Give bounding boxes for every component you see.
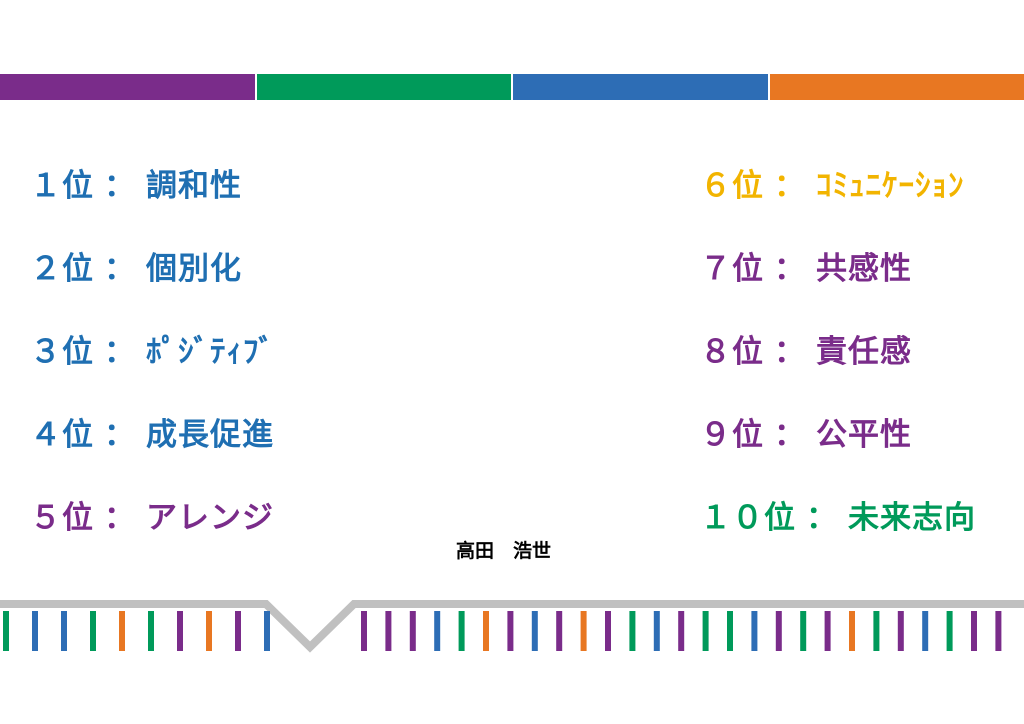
stripe-purple bbox=[409, 611, 416, 651]
rank-separator: ： bbox=[104, 417, 136, 453]
rank-number: ７位 bbox=[700, 251, 764, 287]
stripe-green bbox=[946, 611, 953, 651]
stripe-orange bbox=[483, 611, 489, 651]
stripe-green bbox=[702, 611, 709, 651]
top-color-bar bbox=[0, 74, 1024, 100]
rank-item-7: ７位 ： 共感性 bbox=[700, 249, 912, 289]
rank-item-6: ６位 ： ｺﾐｭﾆｹｰｼｮﾝ bbox=[700, 166, 965, 206]
stripe-blue bbox=[922, 611, 929, 651]
top-bar-purple-segment bbox=[0, 74, 255, 100]
top-bar-green-segment bbox=[256, 74, 511, 100]
stripe-purple bbox=[556, 611, 563, 651]
rank-number: １０位 bbox=[700, 500, 796, 536]
stripe-blue bbox=[653, 611, 660, 651]
rank-separator: ： bbox=[104, 500, 136, 536]
rank-name: 調和性 bbox=[146, 168, 242, 204]
top-bar-orange-segment bbox=[769, 74, 1024, 100]
rank-separator: ： bbox=[774, 251, 806, 287]
rank-separator: ： bbox=[104, 251, 136, 287]
rank-item-9: ９位 ： 公平性 bbox=[700, 415, 912, 455]
rank-separator: ： bbox=[774, 168, 806, 204]
rank-name: 公平性 bbox=[816, 417, 912, 453]
rank-item-10: １０位 ： 未来志向 bbox=[700, 498, 976, 538]
rank-item-4: ４位 ： 成長促進 bbox=[30, 415, 274, 455]
stripe-purple bbox=[897, 611, 904, 651]
rank-item-2: ２位 ： 個別化 bbox=[30, 249, 242, 289]
stripe-green bbox=[3, 611, 9, 651]
rank-item-8: ８位 ： 責任感 bbox=[700, 332, 912, 372]
rank-separator: ： bbox=[806, 500, 838, 536]
stripe-blue bbox=[751, 611, 758, 651]
stripe-purple bbox=[678, 611, 685, 651]
stripe-purple bbox=[235, 611, 241, 651]
rank-number: ３位 bbox=[30, 334, 94, 370]
rank-name: 成長促進 bbox=[146, 417, 274, 453]
rank-number: ８位 bbox=[700, 334, 764, 370]
rank-separator: ： bbox=[774, 334, 806, 370]
rank-name: 未来志向 bbox=[848, 500, 976, 536]
rank-item-5: ５位 ： アレンジ bbox=[30, 498, 274, 538]
rank-separator: ： bbox=[104, 168, 136, 204]
stripe-green bbox=[629, 611, 636, 651]
stripe-blue bbox=[434, 611, 441, 651]
top-bar-blue-segment bbox=[513, 74, 768, 100]
stripe-orange bbox=[849, 611, 855, 651]
stripe-purple bbox=[995, 611, 1002, 651]
stripe-blue bbox=[32, 611, 38, 651]
stripe-group bbox=[3, 611, 1002, 651]
stripe-orange bbox=[119, 611, 125, 651]
rank-name: 個別化 bbox=[146, 251, 242, 287]
stripe-purple bbox=[361, 611, 367, 651]
rank-name: 責任感 bbox=[816, 334, 912, 370]
rank-separator: ： bbox=[774, 417, 806, 453]
stripe-green bbox=[800, 611, 807, 651]
rank-name: ﾎﾟｼﾞﾃｨﾌﾞ bbox=[146, 334, 275, 370]
author-name: 高田 浩世 bbox=[456, 540, 552, 562]
stripe-orange bbox=[580, 611, 587, 651]
stripe-green bbox=[458, 611, 465, 651]
rank-item-1: １位 ： 調和性 bbox=[30, 166, 242, 206]
stripe-purple bbox=[385, 611, 392, 651]
stripe-purple bbox=[775, 611, 782, 651]
rank-separator: ： bbox=[104, 334, 136, 370]
rank-number: １位 bbox=[30, 168, 94, 204]
rank-item-3: ３位 ： ﾎﾟｼﾞﾃｨﾌﾞ bbox=[30, 332, 275, 372]
rank-number: ９位 bbox=[700, 417, 764, 453]
stripe-purple bbox=[605, 611, 611, 651]
stripe-blue bbox=[61, 611, 67, 651]
rank-name: 共感性 bbox=[816, 251, 912, 287]
rank-name: ｺﾐｭﾆｹｰｼｮﾝ bbox=[816, 168, 965, 204]
bottom-stripe-decoration bbox=[0, 600, 1024, 653]
stripe-purple bbox=[971, 611, 977, 651]
stripe-purple bbox=[824, 611, 831, 651]
stripe-purple bbox=[507, 611, 514, 651]
stripe-orange bbox=[206, 611, 212, 651]
bottom-gray-line bbox=[0, 600, 1024, 653]
rank-number: ２位 bbox=[30, 251, 94, 287]
stripe-green bbox=[727, 611, 733, 651]
rank-number: ６位 bbox=[700, 168, 764, 204]
stripe-green bbox=[873, 611, 880, 651]
stripe-blue bbox=[264, 611, 270, 651]
rank-number: ５位 bbox=[30, 500, 94, 536]
stripe-blue bbox=[531, 611, 538, 651]
rank-number: ４位 bbox=[30, 417, 94, 453]
stripe-green bbox=[90, 611, 96, 651]
stripe-purple bbox=[177, 611, 183, 651]
rank-name: アレンジ bbox=[146, 500, 274, 536]
stripe-green bbox=[148, 611, 154, 651]
